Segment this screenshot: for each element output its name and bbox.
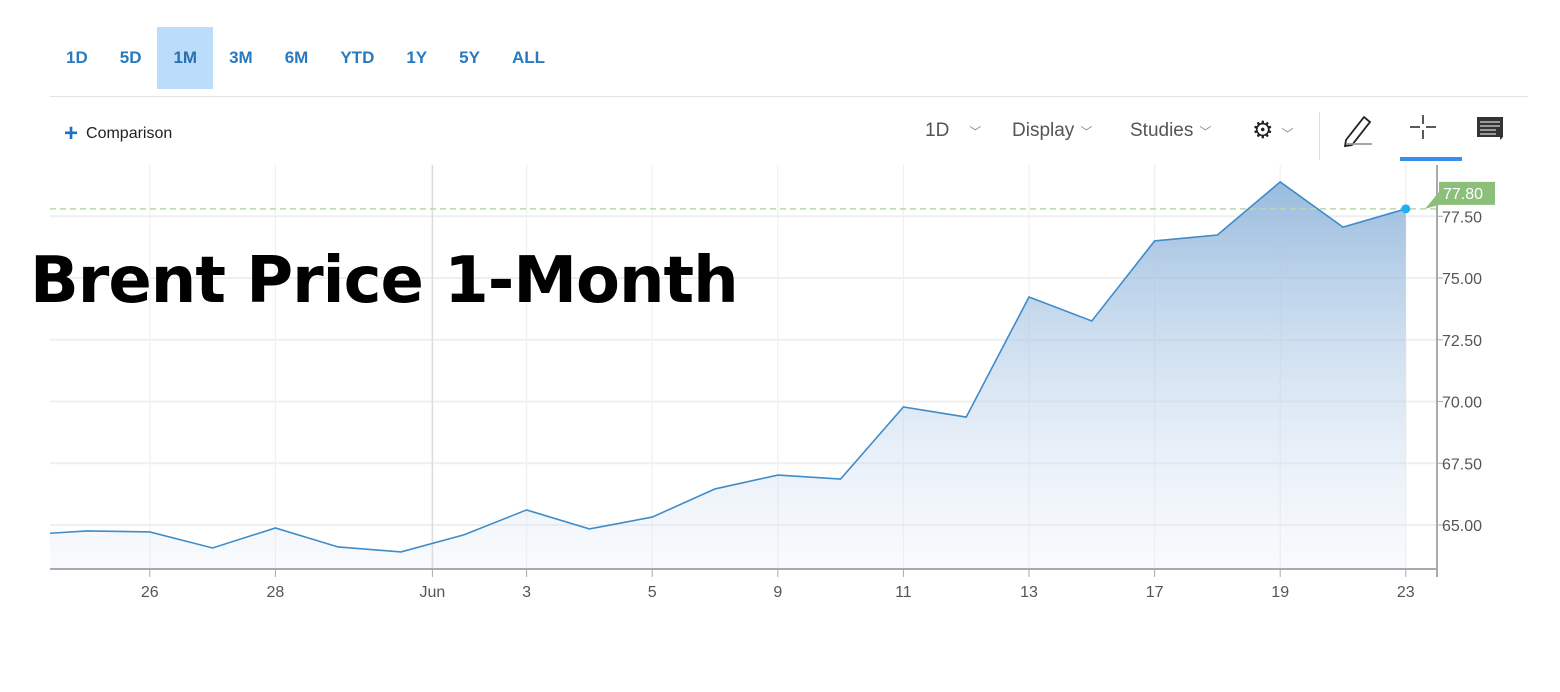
gear-icon: ⚙ bbox=[1252, 117, 1274, 144]
range-tabs: 1D 5D 1M 3M 6M YTD 1Y 5Y ALL bbox=[50, 27, 561, 89]
y-tick-label: 65.00 bbox=[1442, 518, 1482, 535]
y-tick-label: 67.50 bbox=[1442, 456, 1482, 473]
range-tab-5y[interactable]: 5Y bbox=[459, 48, 480, 67]
overlay-title: Brent Price 1-Month bbox=[30, 244, 739, 318]
range-tab-ytd[interactable]: YTD bbox=[340, 48, 375, 67]
last-price-label: 77.80 bbox=[1443, 186, 1483, 203]
range-tab-6m[interactable]: 6M bbox=[284, 48, 309, 67]
y-tick-label: 77.50 bbox=[1442, 209, 1482, 226]
range-tab-1d[interactable]: 1D bbox=[66, 48, 88, 67]
x-tick-label: 28 bbox=[267, 584, 285, 601]
studies-dropdown[interactable]: Studies ﹀ bbox=[1130, 120, 1211, 142]
range-tab-3m[interactable]: 3M bbox=[229, 48, 253, 67]
chevron-down-icon: ﹀ bbox=[1199, 125, 1212, 139]
comment-icon[interactable] bbox=[1477, 117, 1503, 140]
range-tab-5d[interactable]: 5D bbox=[119, 48, 142, 67]
chevron-down-icon: ﹀ bbox=[969, 125, 982, 139]
settings-dropdown[interactable]: ⚙ ﹀ bbox=[1252, 116, 1294, 145]
price-line bbox=[50, 180, 1407, 553]
interval-dropdown[interactable]: 1D ﹀ bbox=[925, 120, 981, 142]
x-tick-label: 3 bbox=[522, 584, 531, 601]
y-tick-label: 70.00 bbox=[1442, 395, 1482, 412]
display-dropdown[interactable]: Display ﹀ bbox=[1012, 120, 1092, 142]
x-tick-label: 26 bbox=[141, 584, 159, 601]
range-tab-1y[interactable]: 1Y bbox=[406, 48, 428, 67]
x-tick-label: 19 bbox=[1271, 584, 1289, 601]
y-tick-label: 75.00 bbox=[1442, 271, 1482, 288]
range-tab-all[interactable]: ALL bbox=[511, 48, 545, 67]
divider bbox=[1319, 112, 1320, 160]
active-tool-indicator bbox=[1400, 157, 1462, 161]
x-tick-label: 5 bbox=[648, 584, 657, 601]
area-fill bbox=[50, 181, 1406, 569]
range-tab-1m[interactable]: 1M bbox=[157, 27, 214, 89]
last-price-badge bbox=[1425, 181, 1495, 209]
comparison-button[interactable]: + Comparison bbox=[64, 120, 173, 147]
x-tick-label: 17 bbox=[1146, 584, 1164, 601]
x-tick-label: 13 bbox=[1020, 584, 1038, 601]
last-price-dot bbox=[1401, 204, 1411, 214]
x-tick-label: Jun bbox=[420, 584, 446, 601]
chevron-down-icon: ﹀ bbox=[1080, 125, 1093, 139]
x-tick-label: 11 bbox=[895, 584, 912, 601]
crosshair-icon[interactable] bbox=[1410, 115, 1436, 139]
y-tick-label: 72.50 bbox=[1442, 333, 1482, 350]
studies-label: Studies bbox=[1130, 120, 1194, 141]
divider bbox=[50, 96, 1528, 97]
chevron-down-icon: ﹀ bbox=[1281, 127, 1294, 141]
comparison-label: Comparison bbox=[86, 125, 173, 142]
interval-label: 1D bbox=[925, 120, 950, 141]
display-label: Display bbox=[1012, 120, 1075, 141]
x-tick-label: 23 bbox=[1397, 584, 1415, 601]
plus-icon: + bbox=[64, 120, 79, 147]
x-tick-label: 9 bbox=[773, 584, 782, 601]
pencil-icon[interactable] bbox=[1343, 115, 1372, 148]
